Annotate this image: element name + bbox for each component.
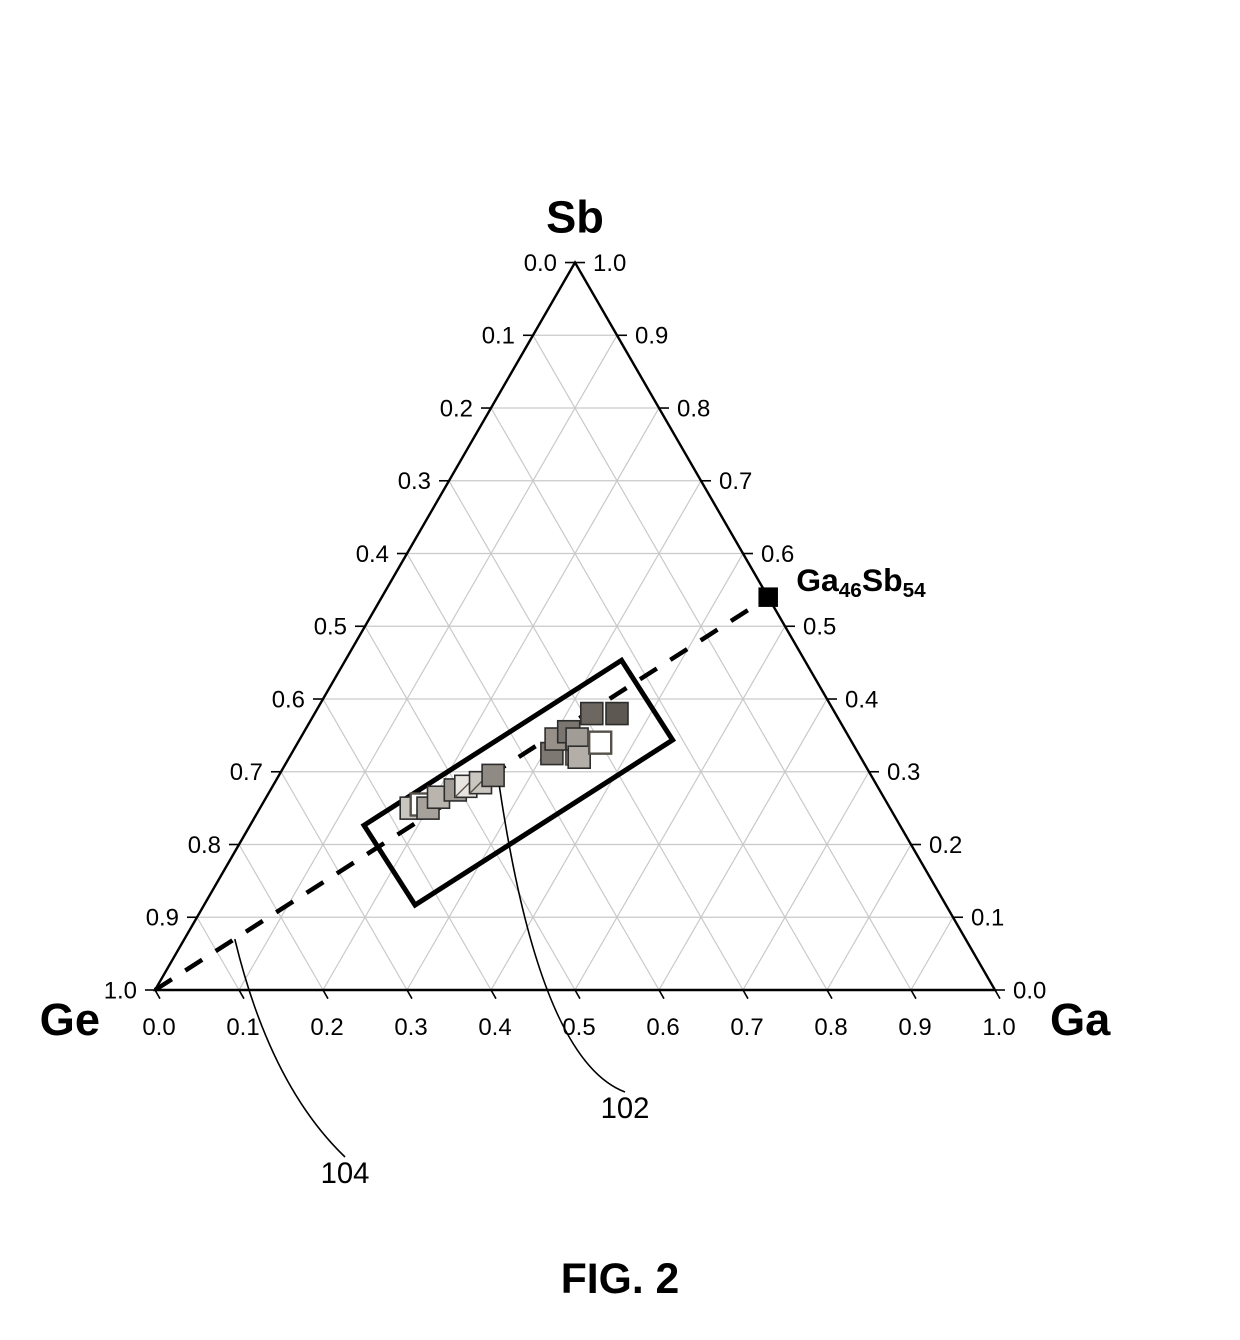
tick-label: 0.4 (356, 541, 389, 568)
tick-label: 0.3 (398, 468, 431, 495)
tick-label: 0.9 (146, 905, 179, 932)
plot-bg (0, 0, 1240, 1340)
tick-label: 0.6 (646, 1014, 679, 1041)
tick-label: 0.4 (478, 1014, 511, 1041)
tick-label: 0.3 (394, 1014, 427, 1041)
tick-label: 0.1 (971, 905, 1004, 932)
tick-label: 0.2 (310, 1014, 343, 1041)
apex-label: Ga (1050, 994, 1111, 1045)
figure-container: 0.0 0.0 0.0 0.1 0.1 0.1 0.2 0.2 0.2 0.3 0.3 0.3 0.4 0… (0, 0, 1240, 1340)
apex-label: Sb (546, 192, 604, 243)
apex-label: Ge (40, 994, 100, 1045)
tick-label: 0.8 (188, 832, 221, 859)
callout-label: 102 (601, 1093, 650, 1125)
tick-label: 1.0 (104, 977, 137, 1004)
tick-label: 0.6 (272, 686, 305, 713)
tick-label: 0.8 (677, 395, 710, 422)
tick-label: 0.5 (562, 1014, 595, 1041)
figure-caption: FIG. 2 (0, 1255, 1240, 1304)
tick-label: 0.6 (761, 541, 794, 568)
tick-label: 0.4 (845, 686, 878, 713)
tick-label: 0.7 (730, 1014, 763, 1041)
data-point (482, 764, 504, 786)
data-point (589, 732, 611, 754)
tick-label: 0.3 (887, 759, 920, 786)
data-point (568, 746, 590, 768)
data-point (581, 703, 603, 725)
tick-label: 1.0 (982, 1014, 1015, 1041)
callout-label: 104 (321, 1158, 370, 1190)
gasb-endpoint-marker (759, 588, 777, 606)
tick-label: 0.7 (719, 468, 752, 495)
tick-label: 0.1 (482, 323, 515, 350)
tick-label: 0.9 (635, 323, 668, 350)
tick-label: 1.0 (593, 250, 626, 277)
tick-label: 0.0 (142, 1014, 175, 1041)
tick-label: 0.0 (524, 250, 557, 277)
tick-label: 0.0 (1013, 977, 1046, 1004)
tick-label: 0.2 (440, 395, 473, 422)
tick-label: 0.2 (929, 832, 962, 859)
tick-label: 0.8 (814, 1014, 847, 1041)
tick-label: 0.1 (226, 1014, 259, 1041)
ternary-plot-svg: 0.0 0.0 0.0 0.1 0.1 0.1 0.2 0.2 0.2 0.3 0.3 0.3 0.4 0… (0, 0, 1240, 1340)
data-point (606, 703, 628, 725)
tick-label: 0.7 (230, 759, 263, 786)
tick-label: 0.9 (898, 1014, 931, 1041)
tick-label: 0.5 (314, 614, 347, 641)
tick-label: 0.5 (803, 614, 836, 641)
